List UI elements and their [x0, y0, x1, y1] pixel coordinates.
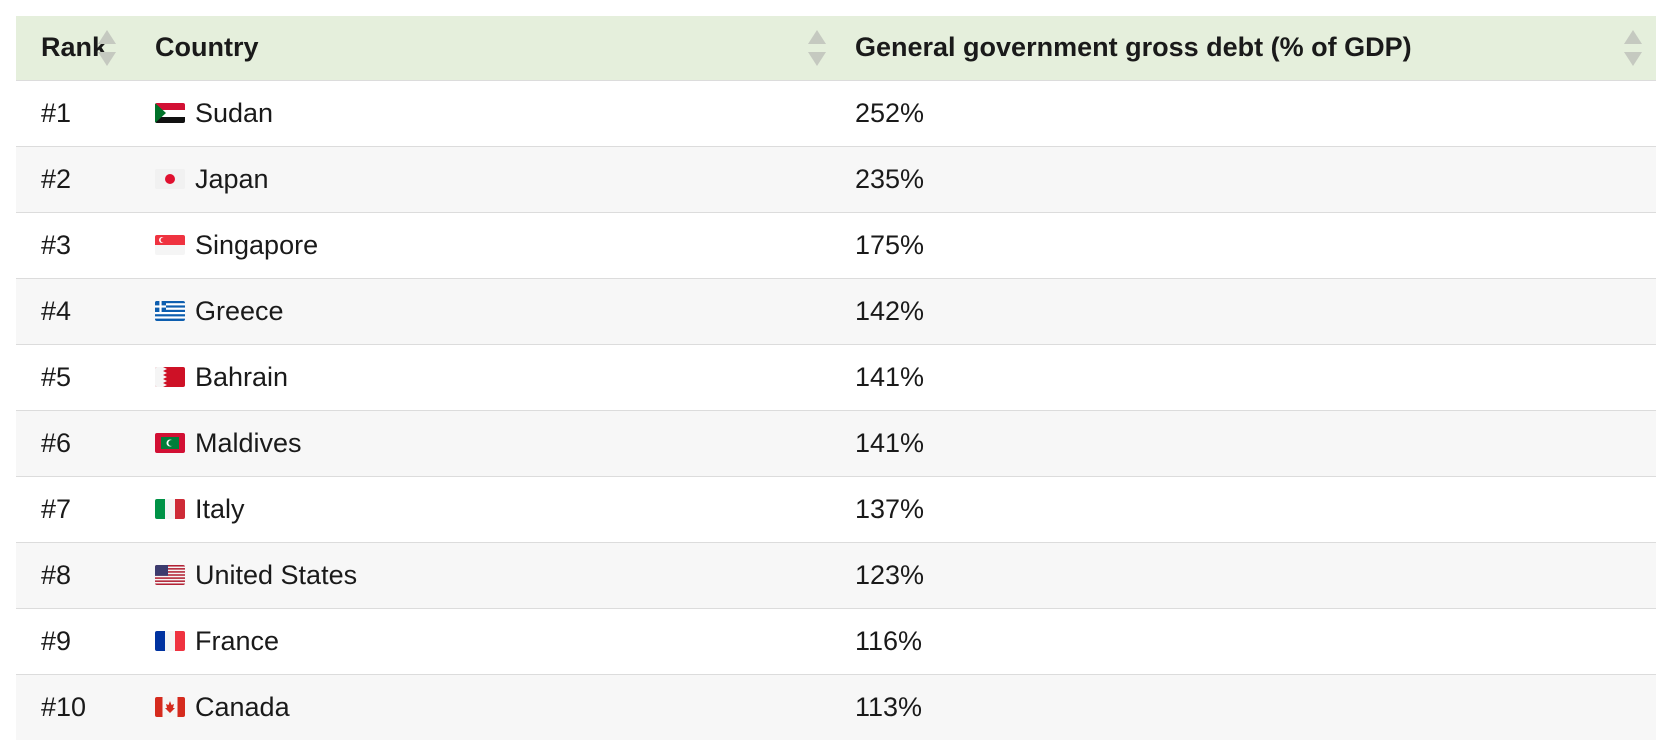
debt-cell: 116% [855, 625, 923, 656]
japan-flag-icon [155, 169, 185, 189]
debt-header-label: General government gross debt (% of GDP) [855, 32, 1412, 63]
country-cell-wrapper: France [130, 608, 830, 674]
country-name: Japan [195, 163, 269, 194]
country-name: Bahrain [195, 361, 289, 392]
table-row: #8 United States 123% [16, 542, 1656, 608]
canada-flag-icon [155, 697, 185, 718]
debt-cell: 235% [855, 163, 925, 194]
debt-cell: 113% [855, 691, 923, 722]
country-name: Sudan [195, 97, 274, 128]
table-row: #10 Canada 113% [16, 674, 1656, 740]
country-cell: France [155, 626, 830, 657]
sudan-flag-icon [155, 103, 185, 123]
country-cell-wrapper: Sudan [130, 80, 830, 146]
country-cell: United States [155, 560, 830, 591]
country-cell: Maldives [155, 428, 830, 459]
debt-cell: 141% [855, 361, 925, 392]
debt-ranking-table: Rank Country General government gross de… [16, 16, 1656, 740]
debt-cell: 252% [855, 97, 925, 128]
country-cell: Bahrain [155, 362, 830, 393]
rank-cell: #7 [41, 493, 72, 524]
table-header-row: Rank Country General government gross de… [16, 16, 1656, 80]
table-row: #3 Singapore 175% [16, 212, 1656, 278]
country-cell-wrapper: Italy [130, 476, 830, 542]
rank-cell: #3 [41, 229, 72, 260]
country-cell-wrapper: Japan [130, 146, 830, 212]
table-row: #9 France 116% [16, 608, 1656, 674]
bahrain-flag-icon [155, 367, 185, 387]
country-column-header[interactable]: Country [130, 16, 830, 80]
country-name: France [195, 625, 280, 656]
country-name: Italy [195, 493, 245, 524]
country-cell-wrapper: Bahrain [130, 344, 830, 410]
rank-cell: #2 [41, 163, 72, 194]
table-row: #5 Bahrain 141% [16, 344, 1656, 410]
country-name: Canada [195, 691, 290, 722]
singapore-flag-icon [155, 235, 185, 255]
country-name: Maldives [195, 427, 302, 458]
debt-cell: 123% [855, 559, 925, 590]
country-cell: Italy [155, 494, 830, 525]
rank-column-header[interactable]: Rank [16, 16, 130, 80]
table-row: #2 Japan 235% [16, 146, 1656, 212]
rank-cell: #6 [41, 427, 72, 458]
country-cell-wrapper: United States [130, 542, 830, 608]
table-row: #7 Italy 137% [16, 476, 1656, 542]
country-cell: Singapore [155, 230, 830, 261]
rank-header-label: Rank [41, 32, 108, 63]
country-cell: Sudan [155, 98, 830, 129]
country-cell: Japan [155, 164, 830, 195]
sort-arrows-icon[interactable] [806, 26, 828, 70]
country-cell-wrapper: Maldives [130, 410, 830, 476]
country-cell: Canada [155, 692, 830, 723]
sort-arrows-icon[interactable] [96, 26, 118, 70]
debt-cell: 137% [855, 493, 925, 524]
country-name: Singapore [195, 229, 319, 260]
table-row: #4 Greece 142% [16, 278, 1656, 344]
united-states-flag-icon [155, 565, 185, 585]
country-cell-wrapper: Canada [130, 674, 830, 740]
country-header-label: Country [155, 32, 259, 63]
debt-cell: 175% [855, 229, 925, 260]
country-cell: Greece [155, 296, 830, 327]
debt-cell: 142% [855, 295, 925, 326]
country-cell-wrapper: Greece [130, 278, 830, 344]
france-flag-icon [155, 631, 185, 651]
rank-cell: #5 [41, 361, 72, 392]
rank-cell: #1 [41, 97, 72, 128]
debt-ranking-table-container: Rank Country General government gross de… [16, 16, 1656, 740]
country-cell-wrapper: Singapore [130, 212, 830, 278]
maldives-flag-icon [155, 433, 185, 453]
italy-flag-icon [155, 499, 185, 519]
table-row: #6 Maldives 141% [16, 410, 1656, 476]
rank-cell: #10 [41, 691, 87, 722]
table-row: #1 Sudan 252% [16, 80, 1656, 146]
rank-cell: #9 [41, 625, 72, 656]
country-name: United States [195, 559, 358, 590]
greece-flag-icon [155, 301, 185, 321]
rank-cell: #8 [41, 559, 72, 590]
rank-cell: #4 [41, 295, 72, 326]
debt-cell: 141% [855, 427, 925, 458]
country-name: Greece [195, 295, 284, 326]
sort-arrows-icon[interactable] [1622, 26, 1644, 70]
debt-column-header[interactable]: General government gross debt (% of GDP) [830, 16, 1656, 80]
